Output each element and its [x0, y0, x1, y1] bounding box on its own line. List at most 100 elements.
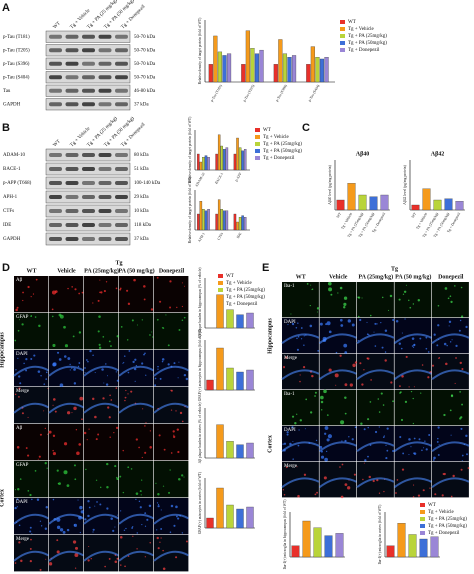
legend-swatch — [218, 288, 223, 292]
stain — [72, 335, 75, 338]
blot-band — [49, 88, 62, 93]
stain-band — [83, 513, 119, 525]
stain — [367, 455, 369, 458]
stain — [354, 426, 357, 429]
stain-band — [48, 513, 84, 525]
blot-band — [98, 209, 112, 213]
stain — [45, 558, 47, 560]
stain — [116, 477, 119, 481]
bar — [397, 523, 406, 558]
stain — [177, 377, 179, 379]
stain-band — [48, 550, 84, 562]
stain — [384, 359, 387, 362]
stain — [30, 315, 32, 318]
bar — [197, 153, 200, 171]
stain — [438, 357, 441, 359]
stain-band — [356, 369, 395, 380]
stain — [149, 430, 152, 432]
stain — [29, 530, 32, 533]
stain — [124, 565, 126, 568]
stain — [29, 493, 32, 497]
stain — [130, 468, 133, 470]
x-tick-label: WT — [411, 211, 418, 219]
blot-band — [65, 88, 79, 93]
stain — [123, 361, 125, 364]
stain — [71, 286, 73, 288]
stain — [31, 533, 33, 535]
stain — [156, 502, 159, 504]
stain — [323, 389, 327, 394]
stain — [144, 525, 147, 527]
stain — [135, 364, 138, 367]
stain — [374, 430, 378, 434]
bar — [236, 508, 244, 529]
micrograph — [319, 390, 357, 426]
bar — [222, 55, 227, 83]
chart-title: Aβ42 — [431, 151, 445, 157]
bar — [208, 64, 213, 83]
stain — [39, 433, 42, 436]
bar — [380, 194, 389, 211]
stain-band — [48, 402, 84, 414]
x-tick-label: ADAM-10 — [194, 172, 205, 188]
stain — [122, 449, 124, 452]
stain — [145, 374, 147, 376]
stain — [30, 538, 32, 541]
stain — [115, 371, 117, 373]
bar — [246, 312, 254, 329]
stain — [395, 319, 399, 323]
legend-label: Tg + Donepezil — [348, 48, 380, 53]
legend-swatch — [340, 41, 345, 45]
stain — [45, 506, 49, 509]
bar — [282, 53, 288, 83]
stain — [454, 382, 456, 385]
stain — [286, 433, 289, 436]
legend-swatch — [255, 135, 260, 139]
blot-band — [49, 34, 62, 39]
row-label: Aβ — [16, 426, 23, 431]
stain — [86, 439, 88, 441]
stain — [334, 373, 339, 378]
stain — [47, 387, 49, 390]
stain — [27, 285, 30, 289]
stain — [158, 434, 161, 437]
stain-band — [153, 365, 189, 377]
stain — [184, 285, 186, 287]
stain — [87, 360, 89, 363]
bar — [226, 504, 234, 529]
stain — [314, 493, 317, 496]
stain — [449, 295, 452, 297]
row-label: Aβ — [16, 278, 23, 283]
stain — [381, 296, 384, 299]
stain — [413, 344, 416, 347]
stain — [18, 375, 21, 378]
micrograph — [49, 313, 84, 350]
bar — [347, 183, 356, 211]
stain — [450, 300, 453, 304]
stain — [411, 337, 415, 340]
stain — [135, 498, 137, 500]
stain-band — [393, 477, 432, 488]
stain — [168, 491, 171, 494]
stain — [142, 408, 144, 410]
stain — [319, 445, 323, 449]
stain — [344, 383, 348, 387]
micrograph — [14, 424, 49, 461]
bar — [236, 221, 239, 231]
blot-band — [65, 48, 79, 53]
stain — [297, 335, 300, 338]
blot-band — [65, 167, 79, 171]
bar — [335, 533, 344, 558]
stain — [64, 344, 69, 348]
micrograph — [357, 390, 394, 426]
stain — [285, 466, 288, 469]
stain — [343, 343, 348, 348]
stain — [110, 345, 112, 347]
micrograph — [282, 282, 319, 318]
stain — [450, 394, 454, 398]
stain — [344, 351, 348, 354]
stain — [103, 382, 105, 384]
stain — [450, 434, 452, 436]
stain — [101, 368, 104, 371]
blot-band — [115, 102, 128, 107]
